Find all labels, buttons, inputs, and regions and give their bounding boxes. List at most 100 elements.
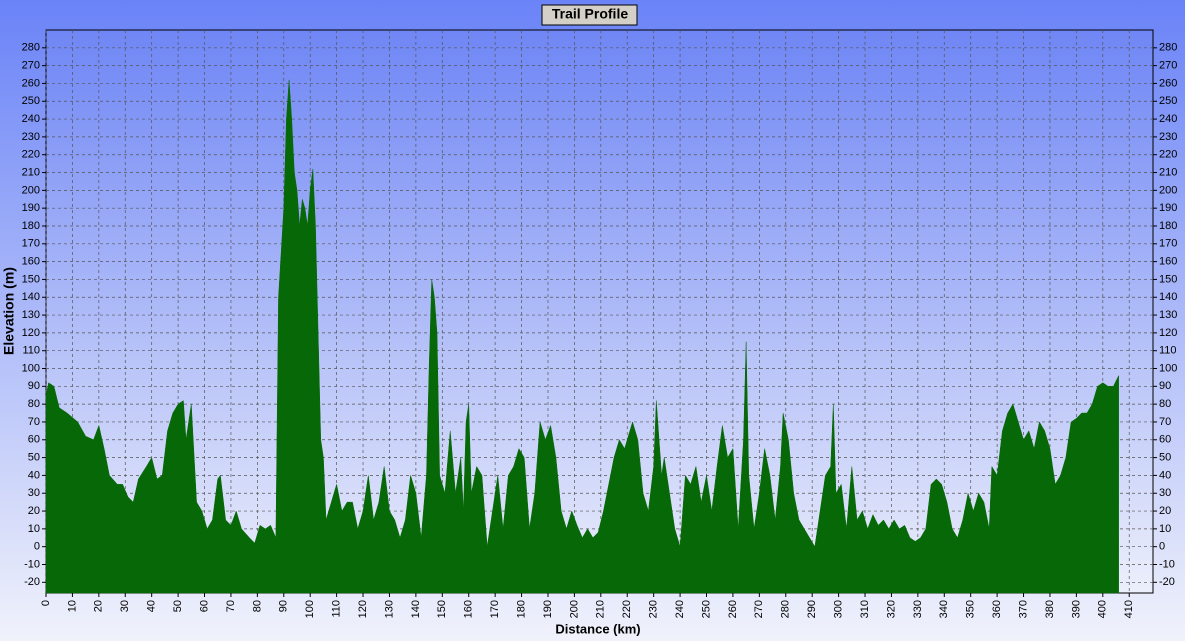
x-axis-title: Distance (km) <box>555 621 640 636</box>
y2-tick-label: 20 <box>1159 505 1171 517</box>
x-tick-label: 300 <box>833 600 845 618</box>
y2-tick-label: 140 <box>1159 291 1177 303</box>
y-tick-label: 120 <box>22 327 40 339</box>
x-tick-label: 230 <box>648 600 660 618</box>
y-tick-label: 140 <box>22 291 40 303</box>
y2-tick-label: 220 <box>1159 149 1177 161</box>
x-tick-label: 190 <box>542 600 554 618</box>
y2-tick-label: 210 <box>1159 166 1177 178</box>
x-tick-label: 350 <box>965 600 977 618</box>
x-tick-label: 240 <box>674 600 686 618</box>
y-tick-label: 160 <box>22 256 40 268</box>
x-tick-label: 140 <box>410 600 422 618</box>
y2-tick-label: 40 <box>1159 469 1171 481</box>
y-tick-label: 220 <box>22 149 40 161</box>
y2-tick-label: 270 <box>1159 60 1177 72</box>
y2-tick-label: 230 <box>1159 131 1177 143</box>
x-tick-label: 10 <box>66 600 78 612</box>
x-tick-label: 90 <box>278 600 290 612</box>
x-tick-label: 70 <box>225 600 237 612</box>
y2-tick-label: 60 <box>1159 434 1171 446</box>
y-tick-label: 150 <box>22 273 40 285</box>
y2-tick-label: 10 <box>1159 523 1171 535</box>
y2-tick-label: 30 <box>1159 487 1171 499</box>
x-tick-label: 180 <box>515 600 527 618</box>
x-tick-label: 0 <box>40 600 52 606</box>
x-tick-label: 360 <box>991 600 1003 618</box>
x-tick-label: 40 <box>146 600 158 612</box>
y2-tick-label: 200 <box>1159 184 1177 196</box>
x-tick-label: 290 <box>806 600 818 618</box>
x-tick-label: 370 <box>1017 600 1029 618</box>
y-axis-title: Elevation (m) <box>1 267 17 355</box>
x-tick-label: 250 <box>700 600 712 618</box>
x-tick-label: 160 <box>463 600 475 618</box>
y-tick-label: 60 <box>28 434 40 446</box>
x-tick-label: 310 <box>859 600 871 618</box>
y-tick-label: 10 <box>28 523 40 535</box>
y-tick-label: 20 <box>28 505 40 517</box>
y2-tick-label: 190 <box>1159 202 1177 214</box>
y-tick-label: 110 <box>22 345 40 357</box>
y2-tick-label: 110 <box>1159 345 1177 357</box>
x-tick-label: 260 <box>727 600 739 618</box>
y-tick-label: 170 <box>22 238 40 250</box>
y2-tick-label: 150 <box>1159 273 1177 285</box>
x-tick-label: 100 <box>304 600 316 618</box>
y-tick-label: 40 <box>28 469 40 481</box>
x-tick-label: 170 <box>489 600 501 618</box>
y-tick-label: 80 <box>28 398 40 410</box>
x-tick-label: 30 <box>119 600 131 612</box>
y2-tick-label: 50 <box>1159 452 1171 464</box>
y-tick-label: 260 <box>22 77 40 89</box>
x-tick-label: 320 <box>885 600 897 618</box>
x-tick-label: 80 <box>251 600 263 612</box>
y-tick-label: -10 <box>24 558 40 570</box>
chart-title: Trail Profile <box>552 6 628 22</box>
y2-tick-label: 280 <box>1159 42 1177 54</box>
x-tick-label: 330 <box>912 600 924 618</box>
y-tick-label: 240 <box>22 113 40 125</box>
y-tick-label: 50 <box>28 452 40 464</box>
y-tick-label: -20 <box>24 576 40 588</box>
x-tick-label: 50 <box>172 600 184 612</box>
axes: -20 -20 -10 -10 0 0 10 10 20 20 30 30 40 40 50 50 60 60 70… <box>22 42 1178 619</box>
y2-tick-label: 100 <box>1159 362 1177 374</box>
y-tick-label: 70 <box>28 416 40 428</box>
y2-tick-label: 240 <box>1159 113 1177 125</box>
y2-tick-label: -10 <box>1159 558 1175 570</box>
y-tick-label: 100 <box>22 362 40 374</box>
y-tick-label: 210 <box>22 166 40 178</box>
y2-tick-label: 170 <box>1159 238 1177 250</box>
y-tick-label: 230 <box>22 131 40 143</box>
y2-tick-label: -20 <box>1159 576 1175 588</box>
x-tick-label: 200 <box>568 600 580 618</box>
x-tick-label: 110 <box>331 600 343 618</box>
y-tick-label: 0 <box>34 541 40 553</box>
elevation-area <box>45 79 1119 594</box>
y-tick-label: 90 <box>28 380 40 392</box>
plot-area <box>45 29 1154 594</box>
x-tick-label: 120 <box>357 600 369 618</box>
y2-tick-label: 90 <box>1159 380 1171 392</box>
y-tick-label: 180 <box>22 220 40 232</box>
x-tick-label: 410 <box>1123 600 1135 618</box>
y2-tick-label: 120 <box>1159 327 1177 339</box>
y-tick-label: 250 <box>22 95 40 107</box>
y2-tick-label: 130 <box>1159 309 1177 321</box>
marks <box>45 79 1119 594</box>
x-tick-label: 210 <box>595 600 607 618</box>
y-tick-label: 30 <box>28 487 40 499</box>
title-box <box>541 4 638 26</box>
x-tick-label: 400 <box>1097 600 1109 618</box>
y2-tick-label: 70 <box>1159 416 1171 428</box>
x-tick-label: 380 <box>1044 600 1056 618</box>
x-tick-label: 130 <box>383 600 395 618</box>
y2-tick-label: 260 <box>1159 77 1177 89</box>
y2-tick-label: 80 <box>1159 398 1171 410</box>
x-tick-label: 340 <box>938 600 950 618</box>
x-tick-label: 280 <box>780 600 792 618</box>
x-tick-label: 220 <box>621 600 633 618</box>
